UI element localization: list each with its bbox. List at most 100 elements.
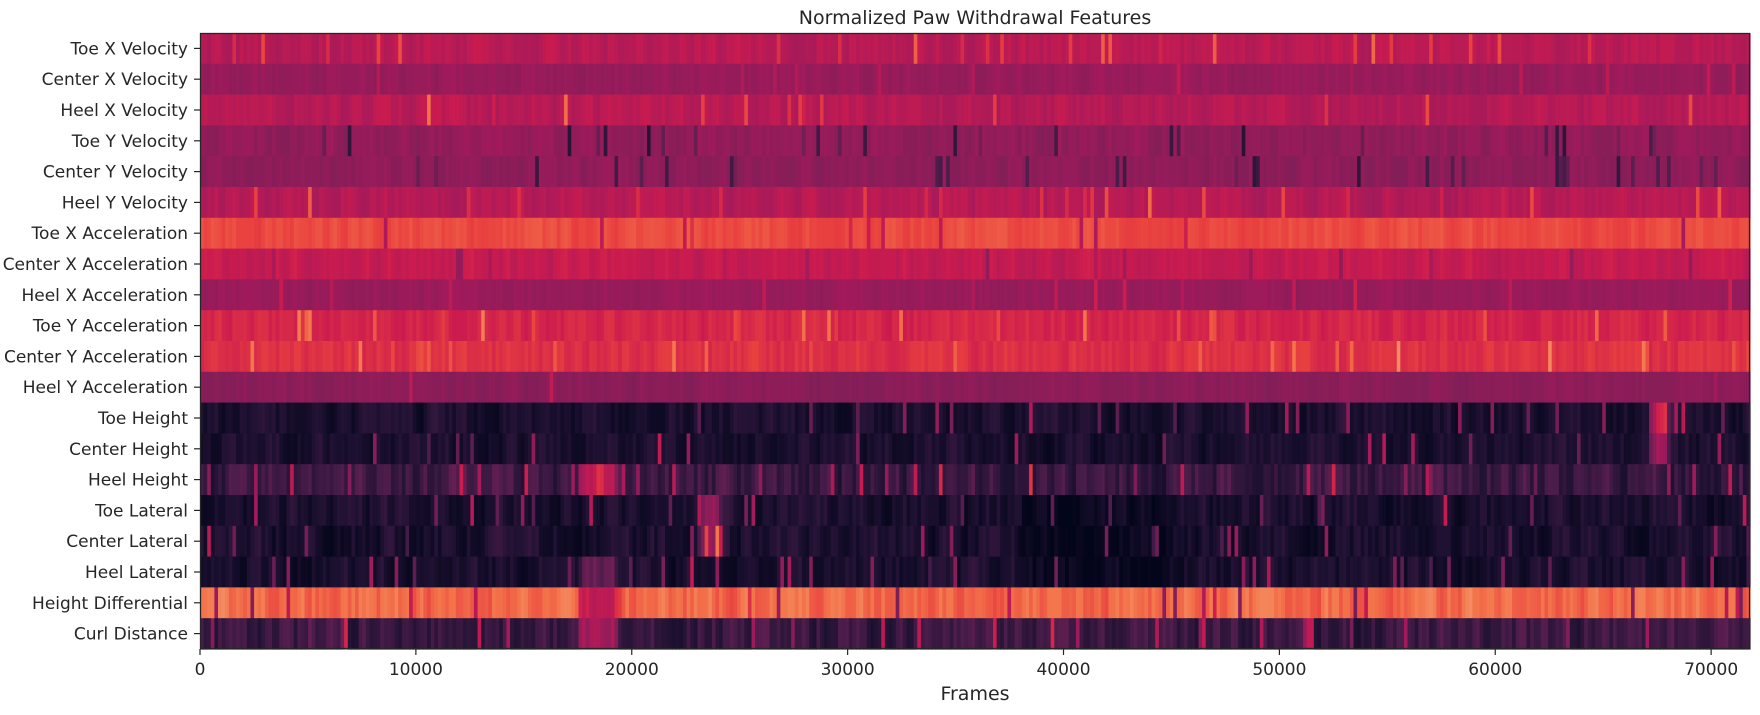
heatmap-cell bbox=[401, 156, 407, 188]
heatmap-cell bbox=[401, 187, 407, 219]
heatmap-cell bbox=[618, 156, 623, 188]
heatmap-cell bbox=[928, 33, 933, 65]
heatmap-cell bbox=[1436, 187, 1441, 219]
heatmap-cell bbox=[794, 279, 799, 311]
heatmap-cell bbox=[1303, 33, 1308, 65]
heatmap-cell bbox=[975, 187, 980, 219]
heatmap-cell bbox=[589, 187, 594, 219]
heatmap-cell bbox=[600, 248, 605, 280]
heatmap-cell bbox=[1357, 310, 1362, 342]
heatmap-cell bbox=[455, 310, 461, 342]
heatmap-cell bbox=[870, 63, 875, 96]
heatmap-cell bbox=[1075, 125, 1081, 157]
heatmap-cell bbox=[510, 33, 515, 65]
heatmap-cell bbox=[329, 156, 334, 188]
heatmap-cell bbox=[1605, 310, 1611, 342]
heatmap-cell bbox=[1148, 187, 1153, 219]
heatmap-cell bbox=[920, 156, 926, 188]
heatmap-cell bbox=[751, 248, 756, 280]
heatmap-cell bbox=[657, 341, 662, 373]
heatmap-cell bbox=[1065, 279, 1070, 311]
heatmap-cell bbox=[437, 341, 443, 373]
heatmap-cell bbox=[315, 33, 320, 65]
heatmap-cell bbox=[823, 125, 828, 157]
heatmap-cell bbox=[268, 94, 273, 126]
heatmap-cell bbox=[1075, 217, 1081, 250]
heatmap-cell bbox=[1540, 217, 1546, 250]
heatmap-cell bbox=[794, 156, 799, 188]
heatmap-cell bbox=[985, 187, 991, 219]
heatmap-cell bbox=[1587, 156, 1592, 188]
heatmap-cell bbox=[200, 63, 205, 96]
heatmap-cell bbox=[261, 248, 266, 280]
heatmap-cell bbox=[610, 156, 616, 188]
heatmap-cell bbox=[1252, 156, 1257, 188]
heatmap-cell bbox=[1512, 125, 1517, 157]
heatmap-cell bbox=[1220, 187, 1225, 219]
heatmap-cell bbox=[964, 248, 969, 280]
heatmap-cell bbox=[639, 279, 644, 311]
heatmap-cell bbox=[1461, 341, 1466, 373]
heatmap-cell bbox=[1540, 187, 1546, 219]
heatmap-cell bbox=[542, 371, 547, 404]
heatmap-cell bbox=[1191, 217, 1196, 250]
heatmap-cell bbox=[250, 33, 255, 65]
heatmap-cell bbox=[722, 310, 727, 342]
heatmap-cell bbox=[852, 94, 857, 126]
heatmap-cell bbox=[1656, 217, 1661, 250]
heatmap-cell bbox=[455, 279, 461, 311]
heatmap-cell bbox=[1230, 341, 1236, 373]
heatmap-cell bbox=[1602, 33, 1607, 65]
heatmap-cell bbox=[441, 94, 446, 126]
heatmap-cell bbox=[636, 187, 641, 219]
heatmap-cell bbox=[1065, 341, 1070, 373]
heatmap-cell bbox=[574, 125, 580, 157]
heatmap-cell bbox=[996, 248, 1001, 280]
heatmap-cell bbox=[1699, 217, 1704, 250]
heatmap-cell bbox=[996, 371, 1001, 404]
heatmap-cell bbox=[960, 125, 965, 157]
heatmap-cell bbox=[340, 248, 345, 280]
heatmap-cell bbox=[924, 156, 929, 188]
heatmap-cell bbox=[477, 371, 482, 404]
heatmap-cell bbox=[1281, 341, 1286, 373]
heatmap-cell bbox=[369, 94, 374, 126]
heatmap-cell bbox=[268, 125, 273, 157]
heatmap-cell bbox=[477, 341, 482, 373]
heatmap-cell bbox=[1292, 63, 1297, 96]
heatmap-cell bbox=[834, 63, 839, 96]
heatmap-cell bbox=[1119, 341, 1124, 373]
heatmap-cell bbox=[542, 94, 547, 126]
heatmap-cell bbox=[643, 279, 648, 311]
heatmap-cell bbox=[1447, 310, 1452, 342]
heatmap-cell bbox=[1649, 310, 1654, 342]
heatmap-cell bbox=[333, 33, 338, 65]
heatmap-cell bbox=[1317, 217, 1322, 250]
heatmap-cell bbox=[1721, 248, 1726, 280]
heatmap-cell bbox=[801, 187, 807, 219]
heatmap-cell bbox=[834, 125, 839, 157]
heatmap-cell bbox=[1270, 217, 1275, 250]
heatmap-cell bbox=[1479, 341, 1484, 373]
heatmap-cell bbox=[243, 279, 248, 311]
heatmap-cell bbox=[1638, 33, 1643, 65]
heatmap-cell bbox=[1065, 94, 1070, 126]
heatmap-cell bbox=[639, 248, 644, 280]
heatmap-cell bbox=[1602, 310, 1607, 342]
heatmap-cell bbox=[1090, 371, 1095, 404]
heatmap-cell bbox=[1321, 187, 1326, 219]
heatmap-cell bbox=[567, 156, 572, 188]
heatmap-cell bbox=[1050, 33, 1055, 65]
heatmap-cell bbox=[654, 94, 659, 126]
heatmap-cell bbox=[459, 371, 464, 404]
heatmap-cell bbox=[1248, 63, 1254, 96]
heatmap-cell bbox=[394, 63, 399, 96]
heatmap-cell bbox=[1209, 187, 1214, 219]
heatmap-cell bbox=[1656, 187, 1661, 219]
heatmap-cell bbox=[1587, 94, 1592, 126]
heatmap-cell bbox=[1054, 94, 1059, 126]
heatmap-cell bbox=[1645, 33, 1650, 65]
heatmap-cell bbox=[560, 187, 565, 219]
heatmap-cell bbox=[1104, 94, 1109, 126]
heatmap-cell bbox=[1299, 187, 1304, 219]
